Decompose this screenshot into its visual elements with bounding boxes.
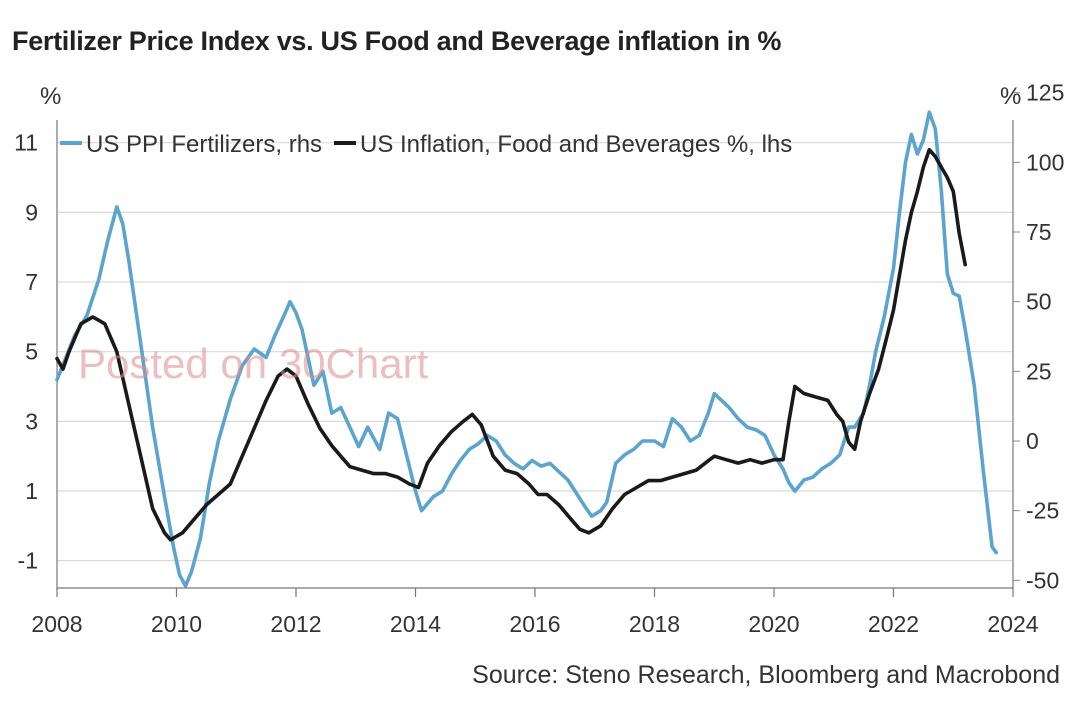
left-axis-unit: %	[40, 83, 61, 110]
right-tick-label: 125	[1026, 80, 1064, 106]
right-tick-label: 25	[1026, 358, 1052, 384]
left-tick-label: 9	[25, 199, 38, 225]
right-axis-unit: %	[1000, 83, 1021, 110]
x-tick-label: 2014	[390, 611, 441, 637]
right-tick-label: 50	[1026, 289, 1052, 315]
series-layer	[55, 110, 999, 588]
series-line-fertilizers	[55, 110, 999, 588]
right-tick-label: 0	[1026, 428, 1039, 454]
legend-label-fertilizers: US PPI Fertilizers, rhs	[86, 131, 322, 158]
x-tick-label: 2016	[509, 611, 560, 637]
left-tick-label: 7	[25, 269, 38, 295]
x-tick-label: 2018	[629, 611, 680, 637]
x-tick-label: 2020	[748, 611, 799, 637]
right-tick-label: 75	[1026, 219, 1052, 245]
left-tick-label: 5	[25, 339, 38, 365]
legend: US PPI Fertilizers, rhs US Inflation, Foo…	[60, 131, 792, 158]
x-tick-label: 2008	[31, 611, 82, 637]
left-tick-label: 11	[14, 130, 38, 156]
left-tick-label: 3	[25, 408, 38, 434]
legend-label-food-inflation: US Inflation, Food and Beverages %, lhs	[360, 131, 792, 158]
x-tick-label: 2024	[987, 611, 1038, 637]
x-tick-label: 2022	[868, 611, 919, 637]
right-tick-label: 100	[1026, 149, 1064, 175]
chart-title: Fertilizer Price Index vs. US Food and B…	[12, 26, 782, 56]
series-line-food-inflation	[55, 147, 967, 542]
source-note: Source: Steno Research, Bloomberg and Ma…	[472, 661, 1060, 689]
left-tick-label: -1	[18, 548, 38, 574]
axes: -1 1 3 5 7 9 11 -50 -25 0 25 50 75 100 125% % 2008 2010 20…	[14, 80, 1064, 637]
x-tick-label: 2010	[151, 611, 202, 637]
watermark-text: Posted on 30Chart	[78, 340, 429, 387]
x-tick-label: 2012	[270, 611, 321, 637]
right-tick-label: -50	[1026, 567, 1059, 593]
right-tick-label: -25	[1026, 498, 1059, 524]
left-tick-label: 1	[25, 478, 38, 504]
